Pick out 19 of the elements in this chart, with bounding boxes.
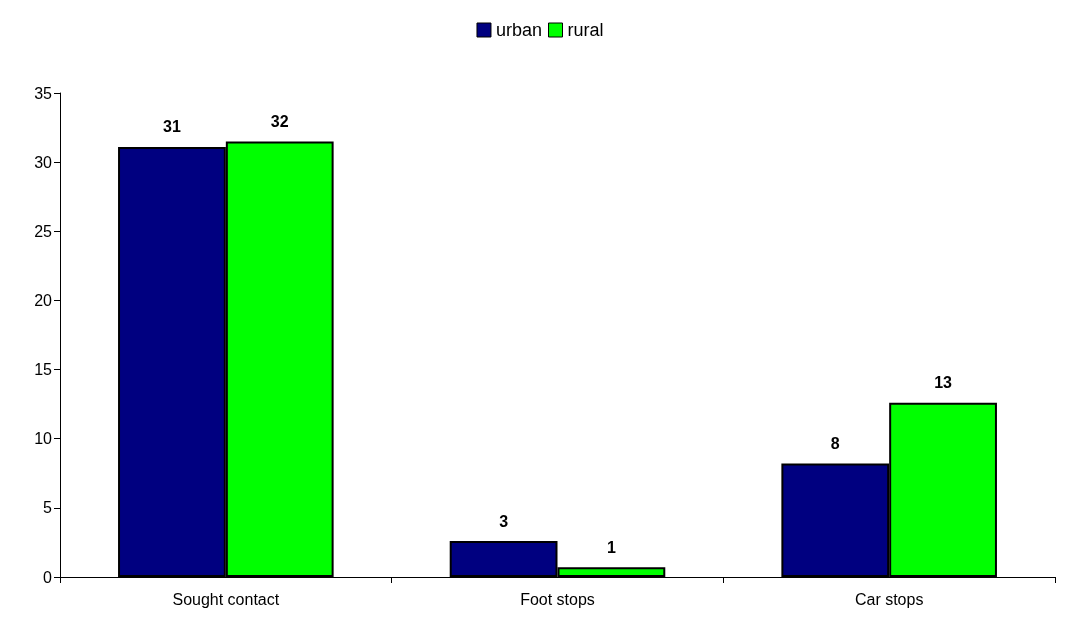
data-label: 32	[270, 112, 289, 130]
y-tick-label: 10	[34, 430, 53, 448]
data-label: 31	[163, 118, 181, 136]
y-tick-label: 25	[34, 222, 53, 240]
y-tick-label: 20	[34, 291, 53, 309]
data-label: 13	[934, 374, 953, 392]
y-tick-label: 5	[43, 499, 53, 517]
data-label: 1	[606, 538, 616, 556]
y-tick-label: 30	[34, 153, 53, 171]
y-tick-label: 15	[34, 361, 53, 379]
x-tick-label: Sought contact	[172, 590, 280, 608]
y-tick-label: 35	[34, 84, 53, 102]
data-label: 8	[830, 435, 840, 453]
x-tick-label: Car stops	[854, 590, 924, 608]
legend-label: urban	[495, 20, 543, 40]
legend-label: rural	[567, 20, 604, 40]
y-tick-label: 0	[43, 568, 53, 586]
data-label: 3	[499, 512, 509, 530]
x-tick-label: Foot stops	[520, 590, 595, 608]
